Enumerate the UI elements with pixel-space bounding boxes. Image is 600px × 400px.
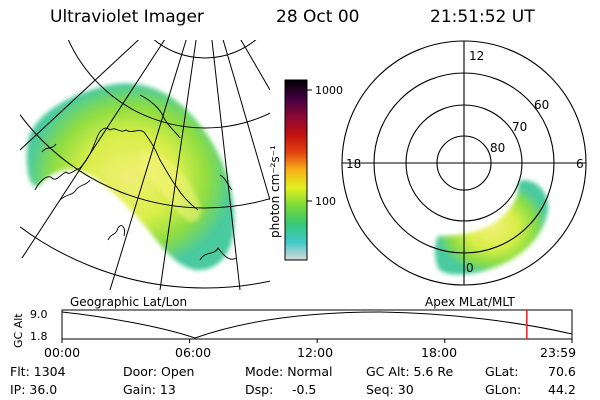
door-status: Door: Open: [123, 364, 195, 379]
geographic-caption: Geographic Lat/Lon: [70, 295, 187, 309]
polar-plot: 12 18 6 0 60 70 80: [341, 40, 587, 286]
timeline-xtick-2359: 23:59: [540, 345, 577, 360]
date-label: 28 Oct 00: [276, 7, 360, 27]
timeline-x-ticks: [61, 339, 573, 343]
mlt-label-18: 18: [346, 157, 361, 171]
gain-value: Gain: 13: [123, 382, 176, 397]
glon-label: GLon:: [485, 382, 522, 397]
timeline-xtick-1800: 18:00: [421, 345, 458, 360]
colorbar-tick-label-100: 100: [315, 195, 336, 208]
timeline-ytick-1-8: 1.8: [30, 330, 48, 343]
dsp-label: Dsp:: [245, 382, 274, 397]
glat-label: GLat:: [485, 364, 519, 379]
mlat-label-60: 60: [534, 98, 549, 112]
time-label: 21:51:52 UT: [430, 7, 535, 27]
gc-altitude: GC Alt: 5.6 Re: [366, 364, 454, 379]
colorbar: [284, 79, 308, 261]
altitude-timeline: GC Alt 9.0 1.8: [12, 308, 573, 348]
timeline-xtick-0600: 06:00: [175, 345, 212, 360]
glon-value: 44.2: [548, 382, 576, 397]
imager-title: Ultraviolet Imager: [50, 7, 204, 27]
geographic-map: [20, 40, 270, 290]
mlt-label-12: 12: [469, 49, 484, 63]
orbit-altitude-curve: [61, 311, 573, 339]
timeline-ylabel: GC Alt: [12, 313, 25, 348]
ip-value: IP: 36.0: [10, 382, 58, 397]
mode-value: Mode: Normal: [245, 364, 333, 379]
apex-caption: Apex MLat/MLT: [425, 295, 515, 309]
timeline-xtick-1200: 12:00: [297, 345, 334, 360]
mlt-label-0: 0: [466, 261, 474, 275]
timeline-ytick-9: 9.0: [30, 308, 48, 321]
aurora-emission-polar: [435, 180, 549, 275]
timeline-xtick-0000: 00:00: [44, 345, 81, 360]
dsp-value: -0.5: [292, 382, 317, 397]
sequence-number: Seq: 30: [366, 382, 414, 397]
mlt-label-6: 6: [576, 157, 584, 171]
mlat-label-70: 70: [512, 120, 527, 134]
colorbar-tick-label-1000: 1000: [315, 84, 343, 97]
flight-number: Flt: 1304: [10, 364, 66, 379]
mlat-label-80: 80: [490, 141, 505, 155]
aurora-emission-geographic: [26, 83, 235, 271]
colorbar-unit-label: photon cm⁻²s⁻¹: [268, 145, 282, 238]
glat-value: 70.6: [548, 364, 576, 379]
